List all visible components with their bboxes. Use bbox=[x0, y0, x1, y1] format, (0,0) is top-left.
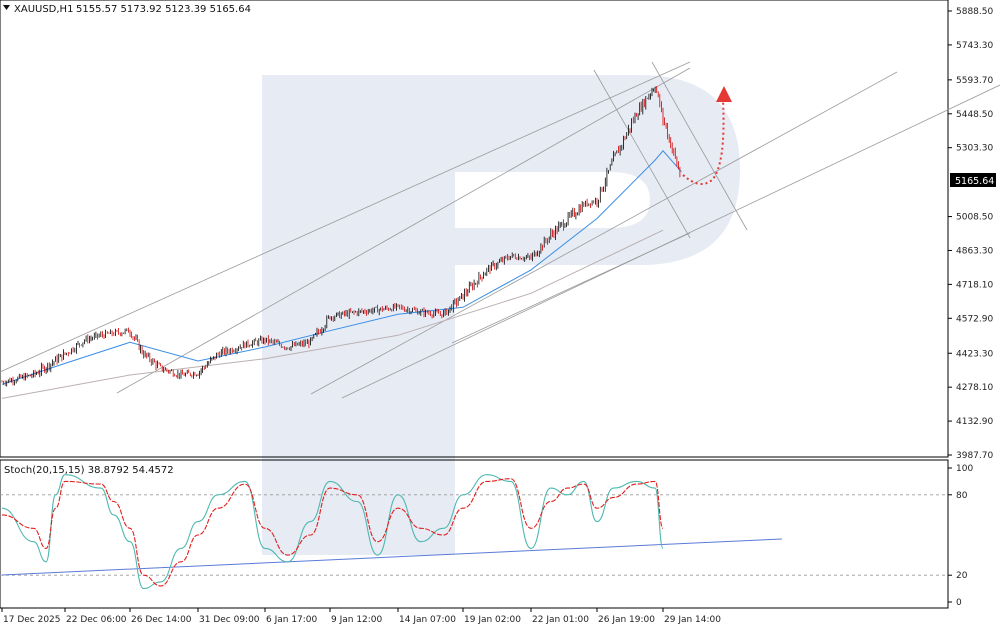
osc-tick-label: 80 bbox=[956, 491, 968, 501]
osc-tick-label: 20 bbox=[956, 571, 968, 581]
watermark-logo bbox=[262, 75, 740, 555]
price-tick-label: 4278.10 bbox=[956, 383, 993, 393]
stochastic-lines bbox=[0, 474, 948, 590]
watermark-shape bbox=[262, 75, 740, 555]
price-tick-label: 5303.30 bbox=[956, 144, 993, 154]
price-tick-label: 5888.50 bbox=[956, 7, 993, 17]
oscillator-axis: 100 80 20 0 bbox=[948, 464, 973, 608]
dropdown-arrow-icon[interactable] bbox=[3, 5, 10, 10]
trendline-2 bbox=[116, 67, 691, 394]
price-tick-label: 4863.30 bbox=[956, 246, 993, 256]
oscillator-pane bbox=[0, 459, 949, 609]
current-price-tag: 5165.64 bbox=[955, 176, 994, 187]
osc-tick-label: 0 bbox=[956, 598, 962, 608]
osc-tick-label: 100 bbox=[956, 464, 973, 474]
symbol-label: XAUUSD,H1 bbox=[14, 4, 73, 15]
oscillator-title: Stoch(20,15,15) 38.8792 54.4572 bbox=[4, 465, 174, 476]
time-tick-label: 31 Dec 09:00 bbox=[199, 615, 260, 625]
time-tick-label: 14 Jan 07:00 bbox=[399, 615, 456, 625]
price-pane bbox=[0, 0, 949, 458]
trendline-1 bbox=[0, 61, 691, 373]
time-tick-label: 26 Jan 19:00 bbox=[598, 615, 655, 625]
candles bbox=[1, 86, 681, 387]
time-axis: 17 Dec 2025 22 Dec 06:00 26 Dec 14:00 31 De… bbox=[1, 608, 721, 625]
time-tick-label: 29 Jan 14:00 bbox=[664, 615, 721, 625]
price-tick-label: 4718.10 bbox=[956, 280, 993, 290]
stoch-main-line bbox=[1, 474, 664, 590]
time-tick-label: 26 Dec 14:00 bbox=[131, 615, 192, 625]
price-tick-label: 5448.50 bbox=[956, 110, 993, 120]
current-price-tag-bg bbox=[950, 173, 996, 187]
price-tick-label: 5593.70 bbox=[956, 76, 993, 86]
trendline-6 bbox=[593, 69, 691, 239]
ma-slow-line bbox=[1, 229, 664, 399]
time-tick-label: 22 Jan 01:00 bbox=[532, 615, 589, 625]
stoch-signal-line bbox=[1, 478, 664, 587]
price-tick-label: 4132.90 bbox=[956, 417, 993, 427]
forecast-arrowhead bbox=[716, 86, 732, 102]
ohlc-label: 5155.57 5173.92 5123.39 5165.64 bbox=[76, 4, 251, 15]
trendline-5 bbox=[451, 232, 691, 344]
moving-averages bbox=[1, 150, 682, 399]
price-axis: 5888.50 5743.30 5593.70 5448.50 5303.30 5008.… bbox=[948, 7, 993, 461]
forecast-arrow bbox=[682, 86, 732, 185]
price-tick-label: 4423.30 bbox=[956, 349, 993, 359]
trendline-3 bbox=[310, 71, 898, 395]
stoch-trendline bbox=[1, 538, 783, 576]
time-tick-label: 17 Dec 2025 bbox=[3, 615, 61, 625]
price-tick-label: 5008.50 bbox=[956, 213, 993, 223]
time-tick-label: 19 Jan 02:00 bbox=[464, 615, 521, 625]
time-tick-label: 6 Jan 17:00 bbox=[266, 615, 318, 625]
trendline-7 bbox=[651, 61, 748, 231]
trendlines bbox=[0, 61, 1000, 399]
time-tick-label: 9 Jan 12:00 bbox=[331, 615, 383, 625]
price-tick-label: 3987.70 bbox=[956, 451, 993, 461]
price-tick-label: 4572.90 bbox=[956, 314, 993, 324]
price-tick-label: 5743.30 bbox=[956, 41, 993, 51]
ma-fast-line bbox=[1, 150, 682, 385]
time-tick-label: 22 Dec 06:00 bbox=[66, 615, 127, 625]
